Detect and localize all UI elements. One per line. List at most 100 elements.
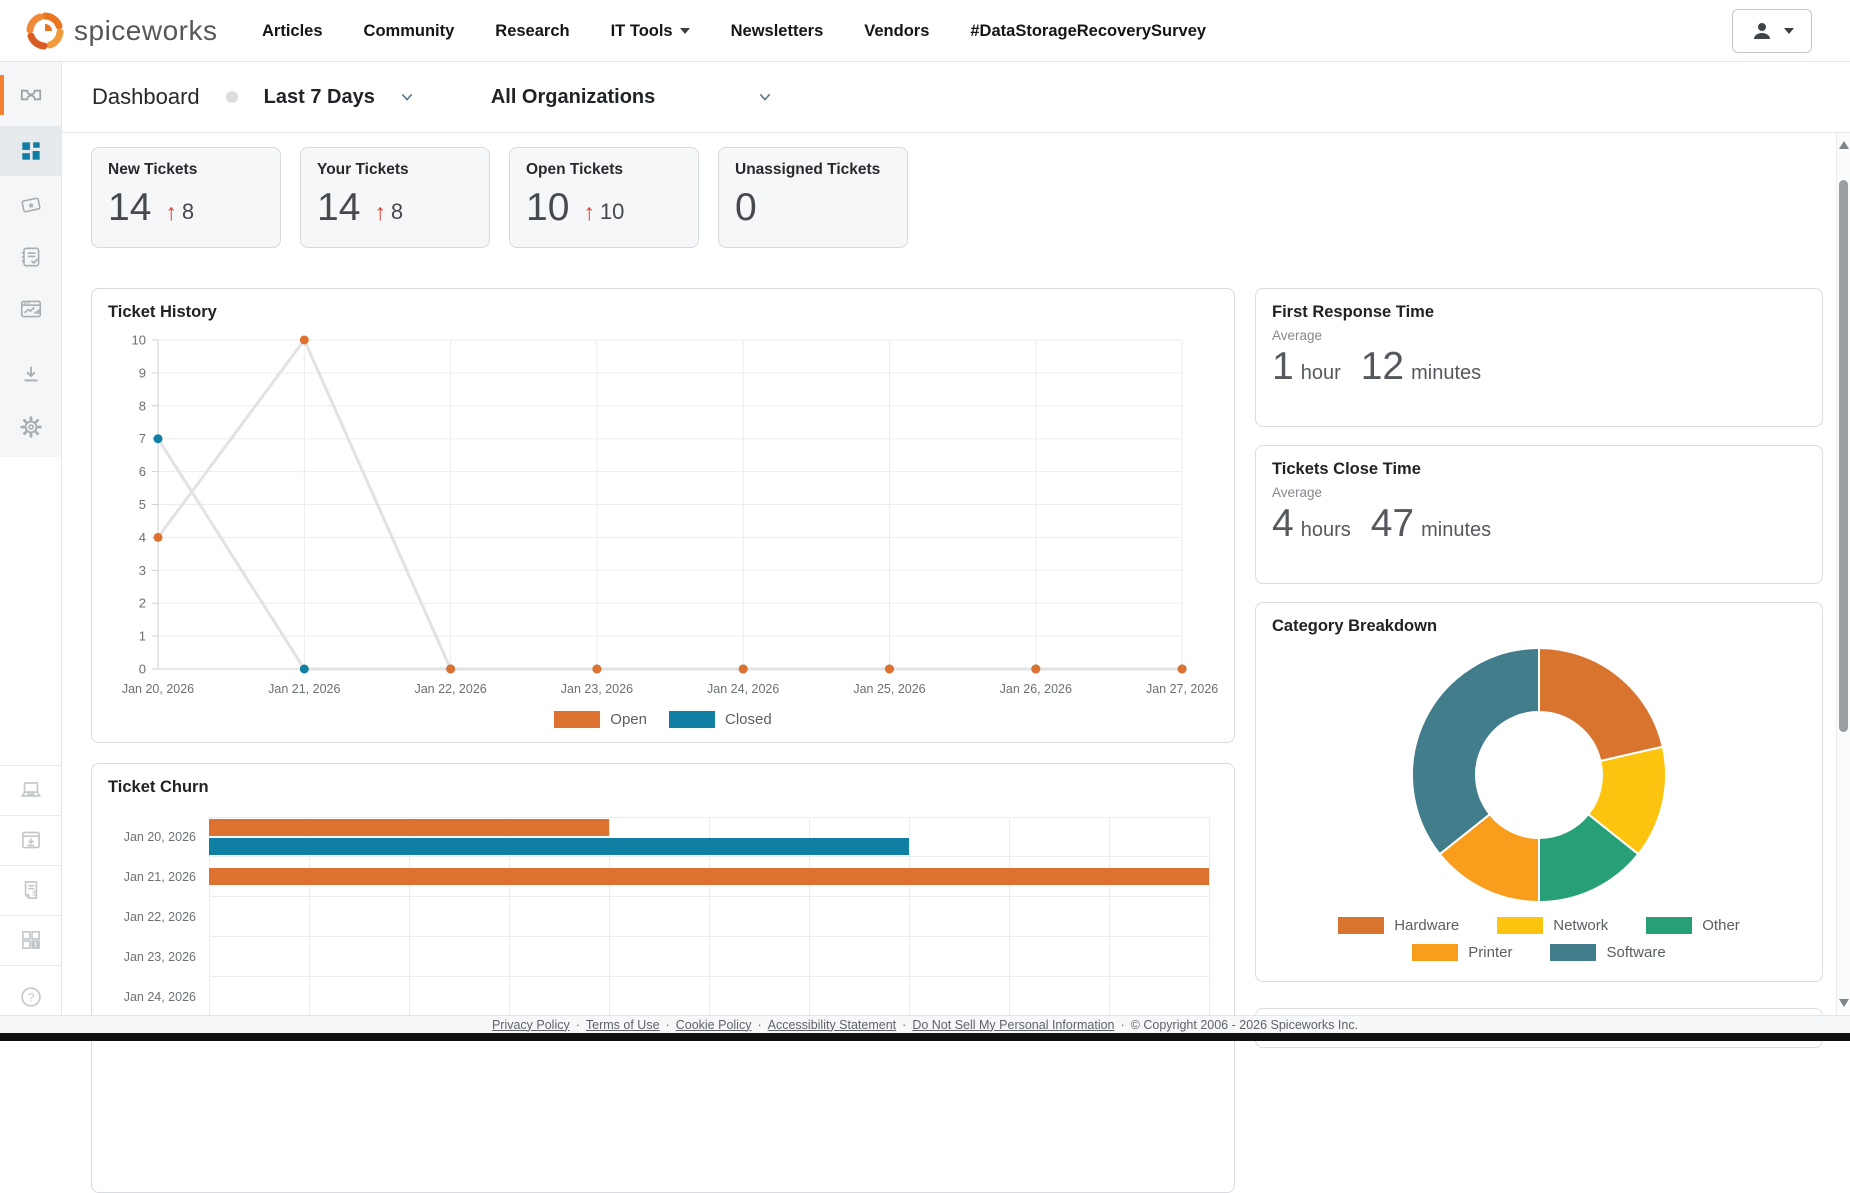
sidebar-item-open-tickets[interactable] [0,180,61,230]
stat-card-open-tickets: Open Tickets10↑10 [509,147,699,248]
tickets-close-time-card: Tickets Close Time Average 4 hours 47 mi… [1255,445,1823,584]
legend-swatch [1497,917,1543,934]
stat-card-value: 10 [526,188,569,227]
stat-card-label: Unassigned Tickets [735,161,891,179]
sidebar-item-apps-alert[interactable]: ! [0,915,61,965]
stat-card-delta-value: 8 [182,201,194,223]
date-range-filter[interactable]: Last 7 Days [264,86,415,109]
nav-link-research[interactable]: Research [495,22,569,41]
stat-card-delta: ↑8 [165,201,194,227]
svg-text:Jan 26, 2026: Jan 26, 2026 [1000,682,1072,696]
separator-dot [226,91,238,103]
churn-row-label: Jan 23, 2026 [108,937,209,977]
churn-row-label: Jan 20, 2026 [108,817,209,857]
nav-link-community[interactable]: Community [364,22,455,41]
stat-card-unassigned-tickets: Unassigned Tickets 0 [718,147,908,248]
churn-row-jan-22-2026: Jan 22, 2026 [108,897,1234,937]
help-icon: ? [18,984,44,1010]
stat-card-value-row: 0 [735,188,891,227]
donut-slice-hardware [1539,648,1663,761]
legend-item-other: Other [1646,917,1740,934]
svg-text:10: 10 [132,333,146,348]
nav-link-articles[interactable]: Articles [262,22,323,41]
stat-card-your-tickets: Your Tickets14↑8 [300,147,490,248]
sidebar-item-reports[interactable] [0,284,61,334]
svg-text:8: 8 [139,398,146,413]
churn-row-label: Jan 24, 2026 [108,977,209,1017]
legend-swatch [554,711,600,728]
gear-icon [18,414,44,440]
app-download-icon [18,827,44,853]
svg-text:Jan 25, 2026: Jan 25, 2026 [853,682,925,696]
churn-row-bars [209,897,1210,937]
footer-link-accessibility-statement[interactable]: Accessibility Statement [768,1018,897,1032]
spiceworks-swirl-icon [24,10,66,52]
churn-row-bars [209,937,1210,977]
svg-text:!: ! [34,940,37,949]
churn-row-jan-23-2026: Jan 23, 2026 [108,937,1234,977]
minutes-value: 47 [1371,502,1414,546]
stat-card-value-row: 14↑8 [317,188,473,227]
category-breakdown-legend: Hardware Network Other Printer Software [1256,917,1822,961]
organization-label: All Organizations [491,86,655,109]
svg-text:$: $ [32,891,36,898]
category-breakdown-title: Category Breakdown [1256,603,1822,636]
legend-swatch [1338,917,1384,934]
footer-link-do-not-sell-my-personal-information[interactable]: Do Not Sell My Personal Information [912,1018,1114,1032]
left-sidebar: $ ! ? [0,62,62,1041]
legend-item-printer: Printer [1412,944,1512,961]
nav-link-it-tools[interactable]: IT Tools [611,22,690,41]
bottom-black-bar [0,1033,1850,1041]
legend-swatch [1412,944,1458,961]
footer-link-cookie-policy[interactable]: Cookie Policy [676,1018,752,1032]
bar-open [209,819,609,836]
nav-link-vendors[interactable]: Vendors [864,22,929,41]
category-breakdown-donut [1256,645,1822,905]
legend-item-closed: Closed [669,711,772,728]
churn-row-jan-24-2026: Jan 24, 2026 [108,977,1234,1017]
churn-row-label: Jan 21, 2026 [108,857,209,897]
account-menu-button[interactable] [1732,9,1812,53]
svg-text:Jan 24, 2026: Jan 24, 2026 [707,682,779,696]
svg-text:6: 6 [139,464,146,479]
svg-text:9: 9 [139,365,146,380]
organization-filter[interactable]: All Organizations [491,86,773,109]
stat-card-value: 14 [108,188,151,227]
sidebar-item-tickets[interactable] [0,70,61,120]
scroll-up-arrow-icon[interactable] [1839,141,1849,149]
sidebar-item-app-downloads[interactable] [0,815,61,865]
stat-card-delta: ↑8 [374,201,403,227]
sidebar-item-tasks[interactable] [0,232,61,282]
tickets-close-time-value: 4 hours 47 minutes [1256,500,1822,546]
sidebar-item-quotes[interactable]: $ [0,865,61,915]
sidebar-item-settings[interactable] [0,402,61,452]
nav-link--datastoragerecoverysurvey[interactable]: #DataStorageRecoverySurvey [970,22,1206,41]
legend-label: Other [1702,917,1740,934]
average-label: Average [1256,479,1822,500]
sidebar-item-devices[interactable] [0,765,61,815]
arrow-up-icon: ↑ [165,202,177,223]
legend-label: Software [1606,944,1665,961]
minutes-unit: minutes [1411,362,1481,385]
sidebar-item-dashboard[interactable] [0,126,61,176]
vertical-scrollbar[interactable] [1836,133,1850,1015]
legend-item-network: Network [1497,917,1608,934]
svg-text:4: 4 [139,530,146,545]
sidebar-item-downloads[interactable] [0,350,61,400]
chevron-down-icon [680,28,690,34]
nav-link-newsletters[interactable]: Newsletters [731,22,824,41]
scroll-down-arrow-icon[interactable] [1839,999,1849,1007]
svg-text:0: 0 [139,662,146,677]
bar-closed [209,838,909,855]
legend-item-hardware: Hardware [1338,917,1459,934]
spiceworks-logo[interactable]: spiceworks [24,10,217,52]
legend-label: Hardware [1394,917,1459,934]
ticket-churn-card: Ticket Churn Jan 20, 2026Jan 21, 2026Jan… [91,763,1235,1193]
footer-link-terms-of-use[interactable]: Terms of Use [586,1018,660,1032]
minutes-value: 12 [1361,345,1404,389]
footer-link-privacy-policy[interactable]: Privacy Policy [492,1018,570,1032]
nav-link-label: Newsletters [731,22,824,41]
nav-link-label: Vendors [864,22,929,41]
scrollbar-thumb[interactable] [1839,180,1848,732]
top-nav-links: Articles Community Research IT Tools Newslet… [262,0,1206,62]
